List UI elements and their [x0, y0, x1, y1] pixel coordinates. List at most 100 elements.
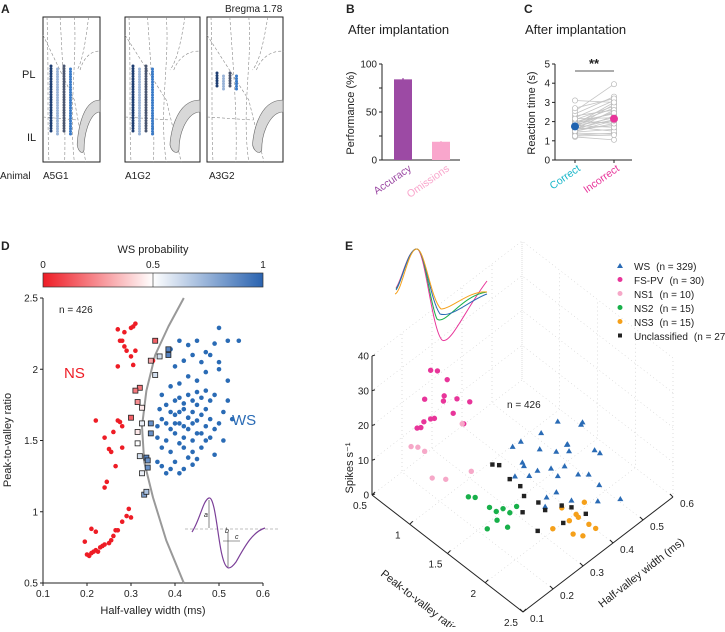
electrode-site — [62, 80, 66, 84]
electrode-site — [144, 82, 148, 86]
ws-point — [207, 352, 213, 358]
pair-line — [574, 126, 615, 132]
electrode-site — [151, 70, 154, 74]
electrode-site — [144, 129, 148, 133]
x-tick-label: 0.2 — [80, 589, 94, 600]
panel-c-label: C — [524, 2, 533, 16]
ws-point — [194, 431, 200, 436]
electrode-site — [131, 100, 135, 104]
electrode-site — [49, 69, 53, 73]
pair-line — [574, 125, 615, 128]
ws-point — [163, 438, 169, 443]
electrode-site — [138, 106, 141, 110]
electrode-site — [56, 109, 59, 113]
electrode-site — [222, 84, 225, 88]
ns-point — [119, 445, 125, 450]
ns3-point — [566, 518, 573, 524]
ws-point — [177, 470, 182, 476]
electrode-site — [138, 109, 141, 113]
incorrect-point — [611, 81, 617, 88]
ws-point — [159, 392, 165, 398]
ws-point — [163, 421, 169, 426]
electrode-site — [144, 69, 148, 73]
electrode-site — [49, 95, 53, 99]
ns3-point — [570, 531, 576, 537]
ws-point — [185, 392, 191, 398]
unclassified-point — [507, 476, 512, 482]
ns2-point — [493, 508, 499, 515]
legend-series-name: NS3 — [634, 318, 654, 329]
electrode-site — [131, 111, 135, 115]
ns2-point — [484, 526, 490, 532]
panel-d-n-label: n = 426 — [59, 305, 93, 316]
ws-point — [177, 421, 182, 426]
legend-label: NS1 (n = 10) — [634, 290, 694, 301]
pair-line — [574, 128, 615, 133]
electrode-site — [144, 113, 148, 117]
electrode-site — [49, 87, 53, 91]
electrode-site — [151, 129, 154, 133]
panel-d: D WS probability 0 0.5 1 n = 426 NS WS H… — [1, 239, 278, 617]
electrode-site — [131, 103, 135, 107]
electrode-site — [144, 72, 148, 76]
ws-point — [181, 423, 187, 429]
electrode-site — [151, 119, 154, 123]
electrode-site — [151, 124, 154, 128]
uncertain-point — [144, 464, 151, 471]
ws-point — [509, 443, 516, 449]
bar-accuracy — [394, 79, 412, 160]
category-label: Omissions — [405, 163, 452, 201]
unclassified-point — [561, 520, 566, 526]
electrode-site — [131, 126, 135, 130]
pair-line — [574, 98, 615, 109]
electrode-site — [69, 132, 72, 136]
pair-line — [574, 109, 615, 117]
panel-e-n-label: n = 426 — [507, 400, 541, 411]
region-boundary — [72, 16, 76, 163]
ws-point — [221, 438, 226, 443]
electrode-site — [131, 121, 135, 125]
legend-label: NS2 (n = 15) — [634, 304, 694, 315]
electrode-site — [56, 103, 59, 107]
electrode-site — [131, 77, 135, 81]
electrode-site — [222, 82, 225, 86]
electrode-site — [151, 116, 154, 120]
electrode-site — [138, 88, 141, 92]
ws-point — [181, 401, 187, 406]
y-tick-label: 50 — [366, 108, 378, 119]
ns-point — [124, 513, 129, 519]
electrode-site — [151, 103, 154, 107]
electrode-site — [144, 119, 148, 123]
electrode-site — [138, 67, 141, 71]
y-tick-label: 0.5 — [650, 522, 664, 533]
brain-section — [42, 16, 101, 163]
ns-point — [93, 529, 99, 534]
electrode-site — [151, 109, 154, 113]
legend-series-count: (n = 329) — [656, 262, 696, 273]
category-label: Correct — [548, 163, 583, 193]
electrode-site — [56, 67, 59, 71]
electrode-site — [131, 116, 135, 120]
electrode-site — [56, 77, 59, 81]
electrode-site — [69, 72, 72, 76]
region-il-label: IL — [27, 132, 36, 144]
ws-point — [561, 463, 568, 469]
region-boundary — [76, 16, 89, 71]
colorbar-tick: 1 — [260, 260, 266, 271]
ws-point — [177, 409, 182, 415]
uncertain-point — [144, 457, 151, 464]
ws-point — [177, 441, 182, 446]
x-tick — [522, 608, 527, 613]
electrode-site — [144, 100, 148, 104]
ns-point — [115, 327, 121, 332]
panel-d-label: D — [1, 239, 10, 253]
electrode-site — [228, 74, 232, 78]
unclassified-point — [569, 505, 574, 510]
electrode-site — [228, 81, 232, 85]
ns-point — [108, 537, 114, 543]
ws-point — [168, 449, 173, 455]
ws-point — [194, 338, 200, 344]
ws-point — [553, 448, 560, 454]
electrode-site — [56, 85, 59, 89]
